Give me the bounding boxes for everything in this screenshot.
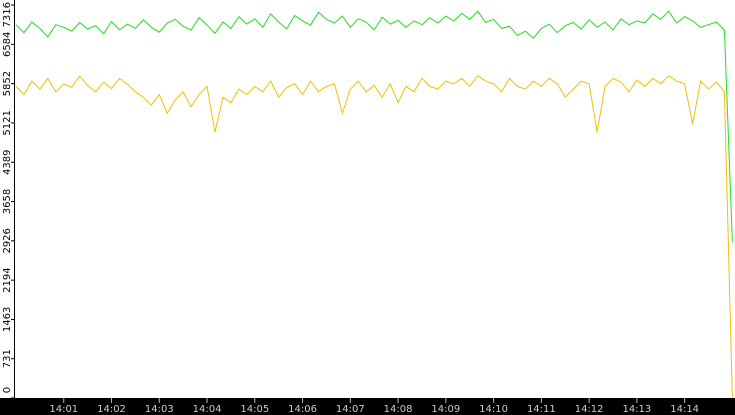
x-tick-label: 14:07	[336, 404, 365, 415]
x-tick-label: 14:08	[384, 404, 413, 415]
y-tick-label: 5852	[2, 71, 13, 96]
x-tick-label: 14:13	[622, 404, 651, 415]
x-tick-label: 14:11	[527, 404, 556, 415]
x-tick-label: 14:12	[575, 404, 604, 415]
x-tick-label: 14:14	[670, 404, 699, 415]
y-tick-label: 2194	[2, 267, 13, 292]
y-tick-label: 6584	[2, 32, 13, 57]
y-tick-label: 0	[2, 387, 13, 393]
series-line	[15, 10, 733, 243]
x-tick-label: 14:09	[431, 404, 460, 415]
y-tick-label: 7316	[2, 2, 13, 27]
x-tick-label: 14:04	[193, 404, 222, 415]
x-tick-label: 14:05	[240, 404, 269, 415]
x-tick-label: 14:10	[479, 404, 508, 415]
y-tick-label: 731	[2, 349, 13, 368]
x-tick-label: 14:06	[288, 404, 317, 415]
x-tick-label: 14:03	[145, 404, 174, 415]
y-tick-label: 3658	[2, 189, 13, 214]
y-tick-label: 5121	[2, 110, 13, 135]
x-tick-label: 14:02	[97, 404, 126, 415]
y-tick-label: 4389	[2, 150, 13, 175]
y-tick-label: 2926	[2, 228, 13, 253]
x-tick-label: 14:01	[49, 404, 78, 415]
x-axis-bar	[0, 398, 735, 415]
y-tick-label: 1463	[2, 307, 13, 332]
series-line	[15, 75, 733, 399]
